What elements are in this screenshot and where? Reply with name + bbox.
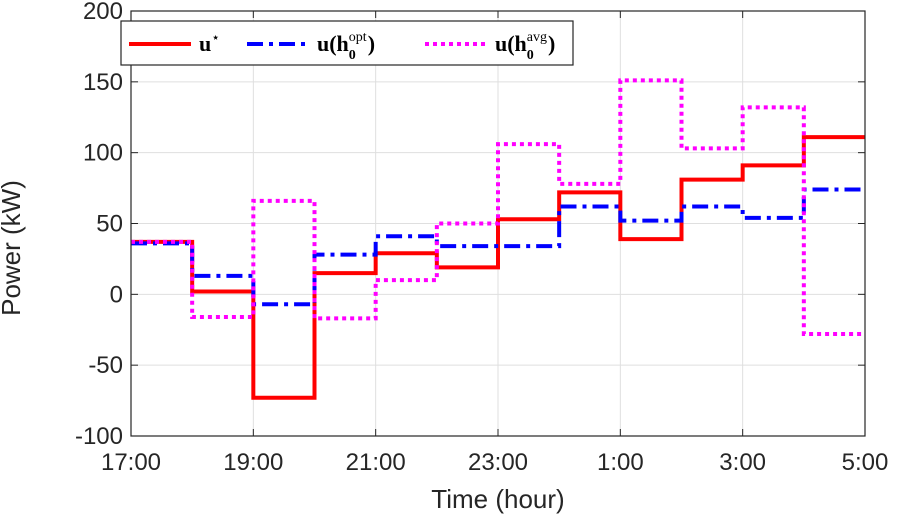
x-axis: 17:00 19:00 21:00 23:00 1:00 3:00 5:00: [101, 11, 888, 476]
series-line-3: [131, 78, 865, 336]
legend-label-sup: opt: [349, 30, 367, 45]
legend-label-sup: avg: [527, 30, 547, 45]
legend-label-main: u: [199, 31, 211, 56]
legend-label-sup: ⋆: [211, 31, 220, 46]
x-tick-label: 3:00: [719, 449, 766, 476]
y-tick-label: -50: [88, 352, 123, 379]
y-tick-label: 0: [110, 281, 123, 308]
legend-label-close: ): [368, 31, 375, 56]
legend-label-3: u(h0 avg): [495, 30, 555, 63]
x-tick-label: 19:00: [223, 449, 283, 476]
x-tick-label: 5:00: [842, 449, 889, 476]
y-tick-label: 150: [83, 69, 123, 96]
legend-label-sub: 0: [349, 48, 356, 63]
x-tick-label: 1:00: [597, 449, 644, 476]
x-tick-label: 17:00: [101, 449, 161, 476]
y-tick-label: 200: [83, 0, 123, 25]
x-tick-label: 21:00: [346, 449, 406, 476]
legend-box: [120, 20, 574, 66]
legend-label-main: u(h: [495, 31, 527, 56]
series-line-1: [131, 135, 865, 400]
legend-label-sub: 0: [527, 48, 534, 63]
x-tick-label: 23:00: [468, 449, 528, 476]
y-tick-label: 100: [83, 140, 123, 167]
legend-label-2: u(h0 opt): [317, 30, 375, 63]
y-tick-label: 50: [96, 211, 123, 238]
legend-label-close: ): [548, 31, 555, 56]
series-layer: [131, 78, 865, 400]
legend: u⋆ u(h0opt) u(h0avg): [120, 20, 574, 66]
legend-label-1: u⋆: [199, 31, 220, 56]
y-axis-label: Power (kW): [0, 180, 26, 316]
x-axis-label: Time (hour): [431, 484, 564, 514]
legend-label-main: u(h: [317, 31, 349, 56]
y-tick-label: -100: [75, 423, 123, 450]
y-axis: -100 -50 0 50 100 150 200: [75, 0, 865, 450]
